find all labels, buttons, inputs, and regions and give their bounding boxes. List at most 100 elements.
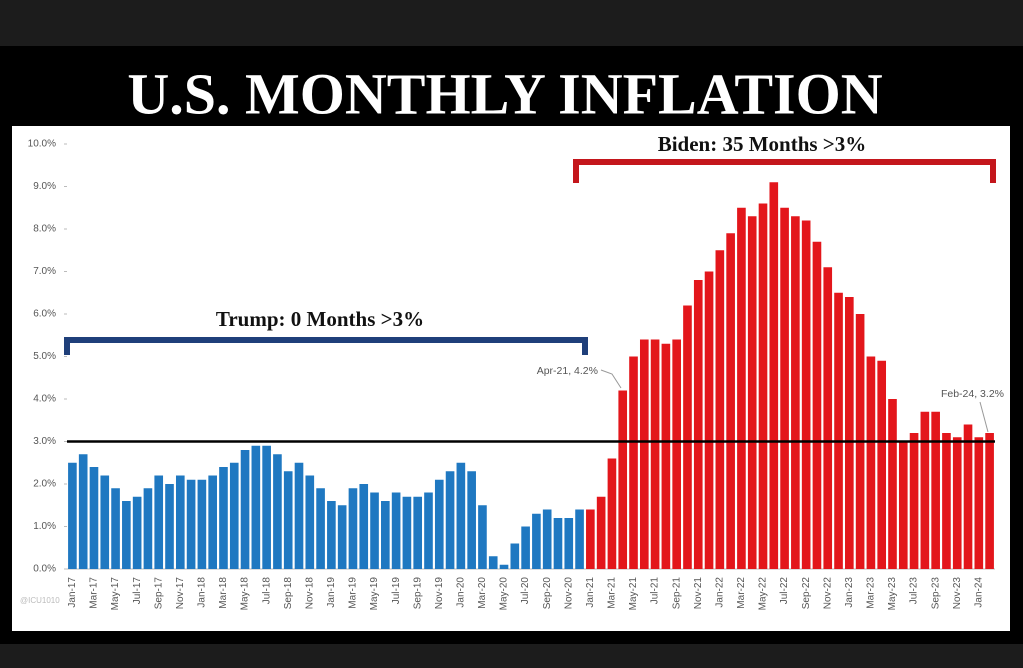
x-tick-label: Nov-23 <box>952 577 963 610</box>
x-tick-label: Sep-17 <box>153 577 164 610</box>
bar <box>791 216 800 569</box>
x-tick-label: May-20 <box>499 577 510 611</box>
bar <box>413 496 423 569</box>
x-tick-label: Mar-18 <box>218 577 229 609</box>
y-tick-label: 3.0% <box>33 436 56 447</box>
bar <box>672 339 681 569</box>
bar <box>381 501 390 569</box>
feb24-leader <box>979 401 989 433</box>
x-tick-label: Jan-20 <box>456 577 467 608</box>
y-tick-label: 2.0% <box>33 479 56 490</box>
x-tick-label: Sep-20 <box>542 577 553 610</box>
x-tick-label: Sep-19 <box>412 577 423 610</box>
bar <box>877 360 887 569</box>
bar <box>575 509 584 569</box>
bar <box>111 488 120 569</box>
bar <box>488 556 498 569</box>
bar <box>823 267 833 569</box>
bar <box>240 450 250 569</box>
bar <box>154 475 164 569</box>
bar <box>521 526 530 569</box>
x-tick-label: Nov-20 <box>563 577 574 610</box>
bar <box>510 543 520 569</box>
bar <box>434 479 444 569</box>
apr21-label: Apr-21, 4.2% <box>537 365 598 377</box>
bar <box>629 356 638 569</box>
x-tick-label: May-23 <box>887 577 898 611</box>
bar <box>715 250 725 569</box>
x-tick-label: Jul-23 <box>909 577 920 605</box>
x-tick-label: Mar-23 <box>866 577 877 609</box>
trump-bracket <box>64 337 588 355</box>
bar <box>251 445 261 569</box>
bar <box>208 475 217 569</box>
bar <box>898 441 908 569</box>
bar <box>359 484 369 569</box>
bar <box>920 411 930 569</box>
bar <box>974 437 984 569</box>
bar <box>229 462 239 569</box>
bar <box>132 496 142 569</box>
bar <box>942 433 951 569</box>
x-tick-label: Jan-23 <box>844 577 855 608</box>
bar <box>122 501 131 569</box>
x-tick-label: Nov-22 <box>822 577 833 610</box>
x-tick-label: Jan-18 <box>197 577 208 608</box>
bar <box>607 458 617 569</box>
bar <box>305 475 315 569</box>
x-tick-label: Jan-22 <box>714 577 725 608</box>
bar <box>348 488 358 569</box>
x-tick-label: May-19 <box>369 577 380 611</box>
bar <box>68 462 77 569</box>
bar <box>478 505 487 569</box>
bar <box>424 492 433 569</box>
x-tick-label: Jan-24 <box>973 577 984 608</box>
y-tick-label: 10.0% <box>28 139 56 150</box>
bar <box>197 479 207 569</box>
bar <box>769 182 779 569</box>
bar <box>273 454 282 569</box>
top-bar <box>0 0 1023 46</box>
x-tick-label: Nov-21 <box>693 577 704 610</box>
bar <box>909 433 919 569</box>
bar <box>618 390 628 569</box>
bar <box>391 492 401 569</box>
bar <box>747 216 757 569</box>
x-tick-label: Jul-21 <box>650 577 661 605</box>
bar <box>963 424 973 569</box>
x-tick-label: Jul-19 <box>391 577 402 605</box>
bar <box>445 471 455 569</box>
bar <box>650 339 660 569</box>
bar <box>294 462 304 569</box>
bar <box>327 501 336 569</box>
bar <box>596 496 606 569</box>
bar <box>219 467 228 569</box>
x-tick-label: Jul-18 <box>261 577 272 605</box>
x-tick-label: Jul-20 <box>520 577 531 605</box>
bar <box>100 475 110 569</box>
y-tick-label: 5.0% <box>33 351 56 362</box>
x-tick-label: Jan-19 <box>326 577 337 608</box>
bar <box>564 518 574 569</box>
feb24-label: Feb-24, 3.2% <box>941 388 1004 400</box>
y-tick-label: 4.0% <box>33 394 56 405</box>
x-tick-label: Nov-18 <box>304 577 315 610</box>
bar <box>175 475 185 569</box>
y-tick-label: 9.0% <box>33 181 56 192</box>
x-tick-label: Sep-22 <box>801 577 812 610</box>
bar <box>639 339 649 569</box>
bar <box>661 343 671 569</box>
bar <box>758 203 768 569</box>
bar <box>262 445 271 569</box>
biden-bracket <box>573 159 996 183</box>
x-tick-label: May-22 <box>758 577 769 611</box>
x-tick-label: Jan-17 <box>67 577 78 608</box>
y-tick-label: 6.0% <box>33 309 56 320</box>
bar <box>586 509 595 569</box>
x-tick-label: Jul-17 <box>132 577 143 605</box>
bar <box>143 488 153 569</box>
bar <box>931 411 940 569</box>
bar <box>704 271 714 569</box>
bar <box>812 241 822 569</box>
